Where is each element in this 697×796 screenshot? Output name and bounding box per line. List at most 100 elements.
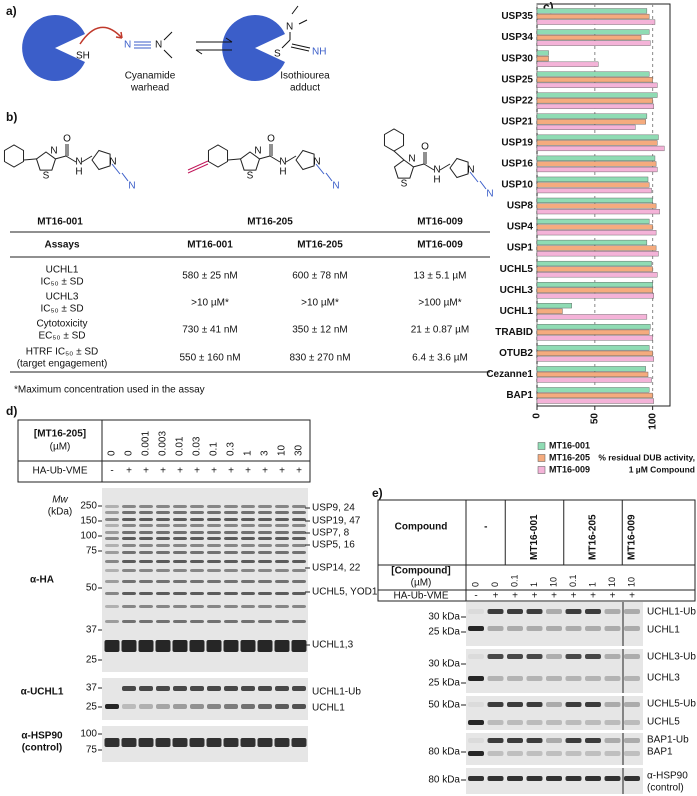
blot-band [241,569,255,572]
bar [536,71,650,77]
blot-band [241,531,255,534]
blot-band [487,676,504,681]
blot-band [546,654,562,659]
bar [536,329,650,335]
blot-band [487,720,504,725]
concentration: 1 [587,582,597,587]
blot-band [173,531,187,534]
band-label: USP14, 22 [312,563,361,574]
blot-band [241,560,255,563]
blot-band [565,720,582,725]
legend-swatch [537,442,546,450]
blot-band [156,544,170,547]
blot-band [257,640,273,652]
blot-band [139,592,153,595]
blot-band [224,544,238,547]
table-cell: UCHL1 [46,265,79,276]
blot-band [507,776,523,781]
blot-band [292,569,306,572]
blot-band [240,738,256,747]
blot-band [224,537,238,540]
thiazole-ring [393,159,415,179]
blot-band [546,720,562,725]
blot-band [487,702,504,707]
blot-band [224,551,238,554]
blot-band [173,524,187,527]
blot-band [468,676,484,681]
blot-band [468,776,484,781]
blot-band [122,686,136,691]
probe-sign: + [532,591,538,602]
blot-band [292,686,306,691]
band-label: BAP1 [647,747,673,758]
table-cell: 580 ± 25 nM [182,271,238,282]
protein-shape [222,15,285,81]
blot-band [292,524,306,527]
blot-band [105,551,119,554]
probe-sign: - [110,466,113,477]
blot-band [122,537,136,540]
blot-band [292,544,306,547]
blot-band [206,738,222,747]
blot-band [122,569,136,572]
blot-band [487,738,504,743]
bar [536,13,650,20]
bond [393,150,405,161]
blot-band [258,569,272,572]
blot-band [585,626,601,631]
axis-label: 1 µM Compound [629,464,695,474]
blot-band [565,626,582,631]
blot-band [190,531,204,534]
x-tick-label: 100 [647,413,658,430]
blot-band [207,686,221,691]
blot-band [292,592,306,595]
blot-band [241,511,255,514]
blot-band [585,654,601,659]
probe-sign: + [211,466,217,477]
blot-band [207,531,221,534]
blot-band [207,518,221,521]
blot-band [223,640,239,652]
band-label: USP19, 47 [312,516,361,527]
x-tick-label: 50 [589,413,600,425]
blot-band [468,751,484,756]
mw-marker: 25 kDa [428,678,460,689]
blot-band [224,605,238,608]
table-cell: HTRF IC₅₀ ± SD [26,347,99,358]
bar [536,92,658,98]
category-label: USP22 [501,95,533,106]
bar [536,124,636,130]
atom-label: NH [312,47,326,58]
phenyl-ring [383,128,405,152]
blot-band [190,686,204,691]
panel-label: a) [6,4,17,18]
bar [536,98,653,104]
bar [536,245,657,251]
blot-band [121,738,137,747]
blot-band [173,569,187,572]
blot-band [241,544,255,547]
blot-band [139,560,153,563]
blot-band [565,702,582,707]
header-label: [Compound] [391,566,450,577]
blot [466,733,643,765]
triple-bond [134,41,151,49]
header-label: Compound [395,522,448,533]
category-label: USP25 [501,74,533,85]
blot-band [173,620,187,623]
concentration: 3 [260,450,271,456]
blot-band [224,524,238,527]
mw-marker: 75 [86,745,98,756]
blot-band [241,605,255,608]
probe-sign: + [571,591,577,602]
table-header: MT16-001 [187,240,233,251]
concentration: 0.01 [175,436,186,456]
blot-band [507,720,523,725]
blot-band [207,620,221,623]
blot-band [189,738,205,747]
atom-label: O [267,134,275,145]
concentration: 0 [470,582,480,587]
table-cell: EC₅₀ ± SD [38,331,85,342]
bar [536,272,658,278]
bar [536,77,653,83]
